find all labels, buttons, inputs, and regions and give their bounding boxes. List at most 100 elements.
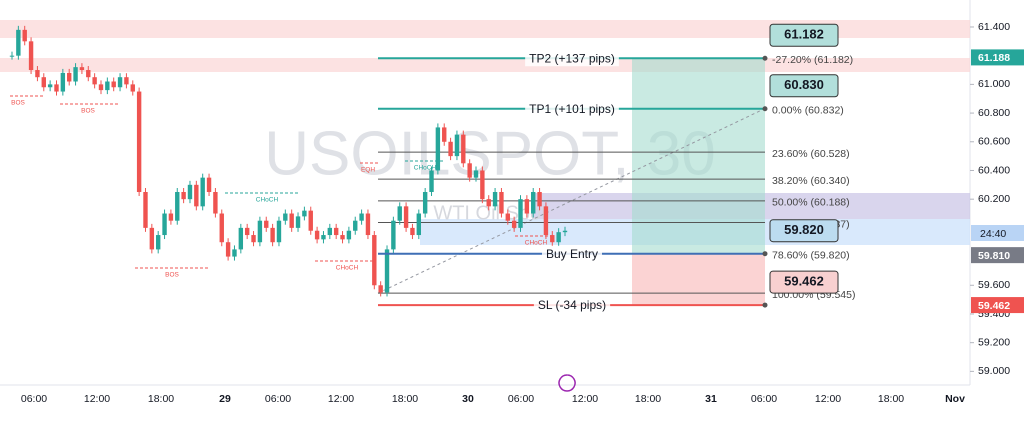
candle bbox=[225, 242, 231, 257]
candle bbox=[429, 170, 434, 192]
y-tick-label: 60.800 bbox=[978, 107, 1010, 119]
candle bbox=[264, 220, 269, 228]
candle bbox=[448, 141, 453, 157]
x-tick-label: 12:00 bbox=[572, 393, 598, 405]
candle bbox=[67, 72, 72, 82]
level-label: Buy Entry bbox=[546, 247, 598, 261]
profit-zone bbox=[632, 58, 765, 254]
candle bbox=[251, 235, 256, 243]
level-label: TP1 (+101 pips) bbox=[529, 102, 615, 116]
candle bbox=[16, 29, 21, 56]
candle bbox=[531, 191, 536, 214]
fib-label: 0.00% (60.832) bbox=[772, 104, 844, 116]
level-anchor bbox=[762, 106, 768, 112]
candle bbox=[136, 91, 142, 192]
y-tick-label: 61.400 bbox=[978, 21, 1010, 33]
candle bbox=[327, 227, 333, 236]
loss-zone bbox=[632, 253, 765, 306]
candle bbox=[60, 72, 66, 92]
candle bbox=[486, 199, 491, 207]
marker-label: CHoCH bbox=[525, 240, 548, 247]
candle bbox=[47, 84, 53, 88]
candle bbox=[346, 230, 352, 240]
candle bbox=[492, 191, 498, 207]
y-tick-label: 59.600 bbox=[978, 279, 1010, 291]
marker-label: CHoCH bbox=[414, 165, 437, 172]
candle bbox=[499, 191, 504, 214]
y-tick-label: 60.200 bbox=[978, 193, 1010, 205]
price-badge bbox=[971, 297, 1024, 314]
fib-label: 38.20% (60.340) bbox=[772, 175, 850, 187]
level-label-bg bbox=[525, 50, 619, 67]
candle bbox=[467, 163, 472, 178]
candle bbox=[550, 235, 555, 243]
candle bbox=[124, 77, 129, 85]
level-label-bg bbox=[541, 245, 603, 262]
candle bbox=[353, 220, 358, 231]
candle bbox=[92, 77, 97, 85]
candle bbox=[130, 84, 135, 92]
candle bbox=[302, 210, 307, 217]
candle bbox=[435, 127, 441, 171]
x-tick-label: 18:00 bbox=[635, 393, 661, 405]
candle bbox=[117, 77, 123, 88]
price-badge bbox=[971, 49, 1024, 66]
candle bbox=[422, 191, 428, 214]
x-tick-label: 12:00 bbox=[84, 393, 110, 405]
candle bbox=[556, 232, 561, 243]
candle bbox=[384, 249, 390, 293]
marker-label: BOS bbox=[165, 272, 179, 279]
candle bbox=[372, 235, 377, 286]
candle bbox=[111, 81, 116, 88]
replay-icon[interactable] bbox=[558, 374, 576, 392]
level-anchor bbox=[762, 55, 768, 61]
x-tick-label: 06:00 bbox=[21, 393, 47, 405]
candle bbox=[410, 227, 415, 236]
countdown-text: 24:40 bbox=[980, 228, 1006, 240]
candle bbox=[333, 227, 339, 236]
level-box bbox=[769, 23, 839, 47]
candle bbox=[397, 206, 402, 221]
marker-label: BOS bbox=[11, 100, 25, 107]
candle bbox=[537, 191, 542, 207]
x-tick-label: 06:00 bbox=[508, 393, 534, 405]
candle bbox=[22, 29, 27, 42]
level-box bbox=[769, 219, 839, 243]
candle bbox=[511, 220, 517, 228]
candle bbox=[518, 199, 523, 228]
candle bbox=[155, 235, 161, 250]
x-tick-label: 06:00 bbox=[751, 393, 777, 405]
candle bbox=[308, 210, 313, 231]
level-box-text: 60.830 bbox=[784, 77, 824, 92]
x-tick-label: 30 bbox=[462, 393, 474, 405]
x-tick-label: 18:00 bbox=[878, 393, 904, 405]
level-box-text: 61.182 bbox=[784, 27, 824, 42]
candle bbox=[391, 220, 396, 250]
price-badge-text: 61.188 bbox=[978, 52, 1010, 64]
candle bbox=[162, 213, 167, 236]
x-tick-label: 12:00 bbox=[328, 393, 354, 405]
candle bbox=[98, 84, 104, 91]
candle bbox=[187, 184, 193, 200]
candle bbox=[149, 227, 155, 250]
candle bbox=[232, 249, 237, 257]
price-badge-text: 59.462 bbox=[978, 300, 1010, 312]
candle bbox=[480, 170, 485, 200]
marker-label: CHoCH bbox=[256, 197, 279, 204]
level-box-text: 59.820 bbox=[784, 222, 824, 237]
x-tick-label: Nov bbox=[945, 393, 965, 405]
level-anchor bbox=[762, 302, 768, 308]
candle bbox=[289, 213, 294, 228]
candle bbox=[562, 230, 568, 233]
marker-label: EQH bbox=[361, 167, 375, 174]
fib-label: 23.60% (60.528) bbox=[772, 148, 850, 160]
candle bbox=[340, 235, 345, 240]
fib-label: 78.60% (59.820) bbox=[772, 249, 850, 261]
level-box bbox=[769, 74, 839, 98]
fib-label: 50.00% (60.188) bbox=[772, 197, 850, 209]
candle bbox=[206, 177, 212, 192]
candle bbox=[321, 235, 326, 240]
candle bbox=[257, 220, 263, 243]
x-tick-label: 18:00 bbox=[392, 393, 418, 405]
candle bbox=[270, 227, 275, 243]
